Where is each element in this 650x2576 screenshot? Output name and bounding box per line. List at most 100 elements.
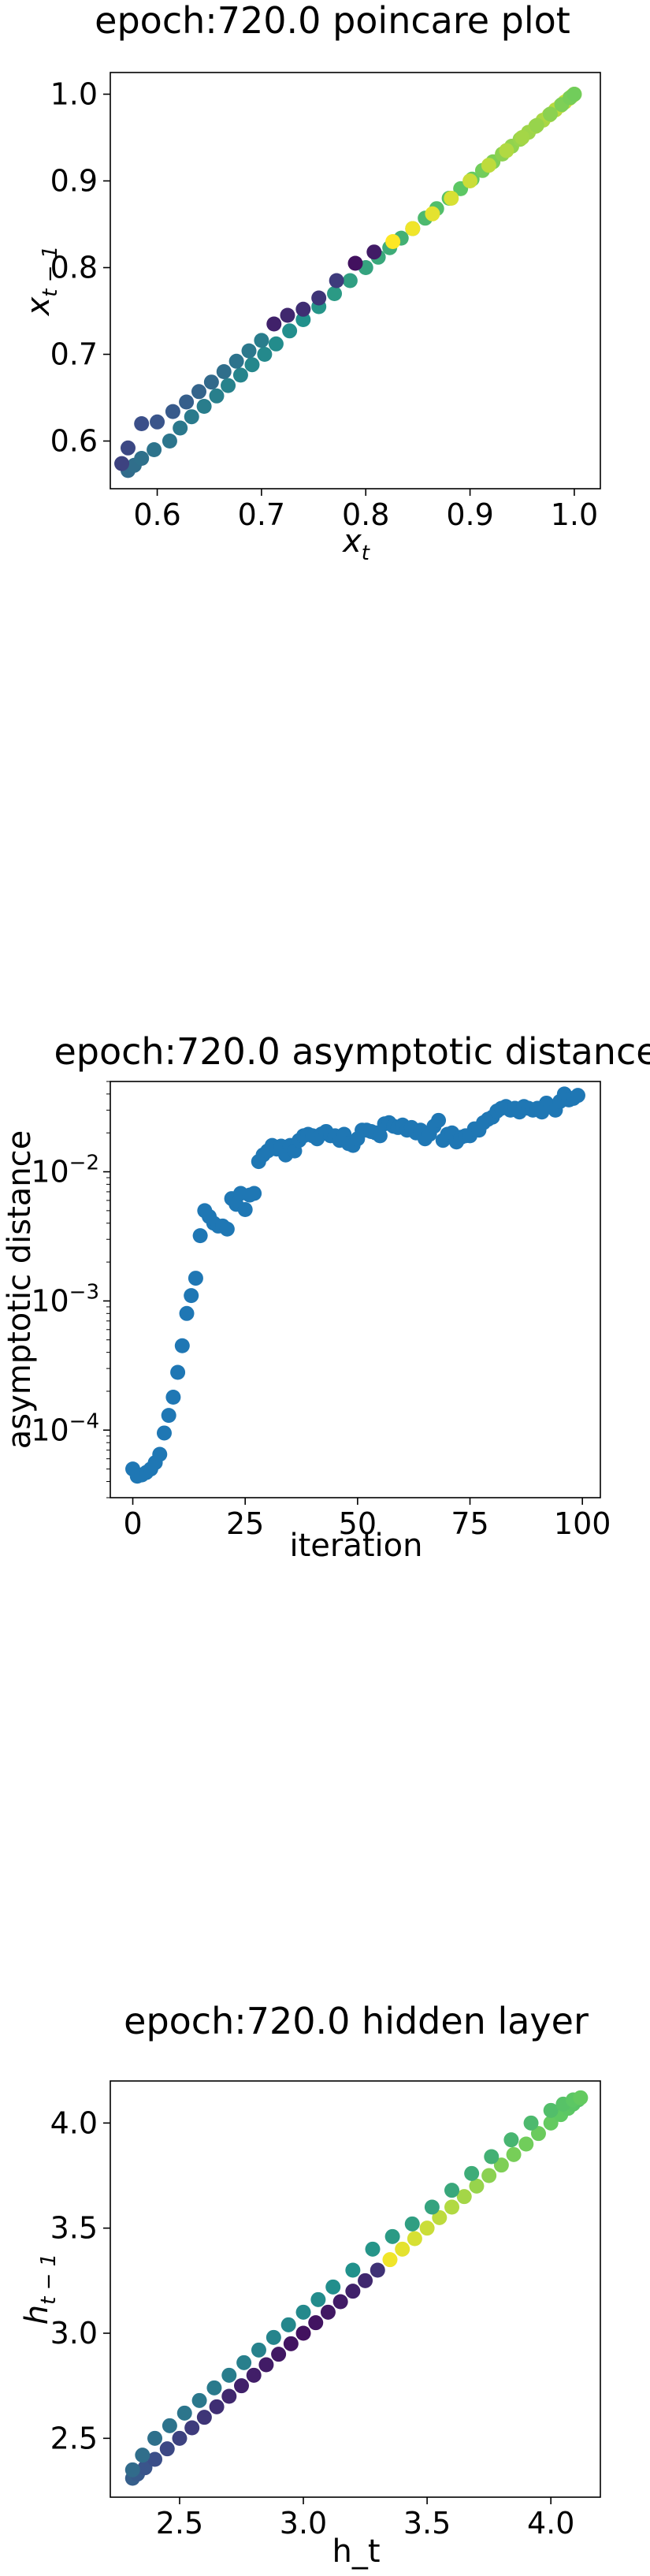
data-point bbox=[431, 1112, 447, 1128]
y-tick-label: 10−4 bbox=[31, 1409, 99, 1447]
data-point bbox=[196, 399, 212, 414]
data-point bbox=[280, 307, 295, 323]
data-point bbox=[266, 2329, 281, 2345]
data-point bbox=[191, 384, 206, 400]
data-point bbox=[518, 2136, 534, 2152]
data-point bbox=[444, 2183, 460, 2198]
data-point bbox=[179, 1305, 195, 1321]
data-point bbox=[320, 2304, 336, 2320]
data-point bbox=[221, 378, 236, 393]
data-point bbox=[165, 1389, 181, 1405]
data-point bbox=[257, 347, 273, 362]
data-point bbox=[283, 2336, 299, 2351]
data-point bbox=[529, 117, 544, 133]
data-point bbox=[566, 87, 582, 102]
data-point bbox=[244, 357, 260, 373]
x-tick-label: 0.6 bbox=[133, 497, 180, 532]
axes-frame bbox=[110, 2080, 601, 2498]
data-point bbox=[372, 1128, 388, 1144]
x-tick-label: 1.0 bbox=[551, 497, 598, 532]
x-tick-label: 75 bbox=[451, 1506, 488, 1541]
y-tick-label: 3.0 bbox=[50, 2316, 98, 2351]
hidden-layer-chart: epoch:720.0 hidden layer 2.5 3.0 3.5 4.0 2.… bbox=[19, 2000, 601, 2570]
data-point bbox=[162, 434, 177, 449]
data-point bbox=[308, 2315, 324, 2331]
data-point bbox=[266, 316, 282, 332]
data-point bbox=[173, 420, 188, 436]
x-axis-label: iteration bbox=[290, 1528, 423, 1564]
data-point bbox=[280, 2317, 296, 2332]
data-point bbox=[147, 442, 162, 457]
data-point bbox=[247, 1186, 262, 1201]
data-point bbox=[159, 2441, 175, 2457]
x-tick-label: 0 bbox=[123, 1506, 142, 1541]
data-point bbox=[570, 1088, 585, 1104]
x-tick-label: 4.0 bbox=[527, 2506, 574, 2541]
data-point bbox=[209, 2399, 225, 2414]
x-tick-label: 3.5 bbox=[403, 2506, 451, 2541]
data-point bbox=[191, 2392, 207, 2408]
data-point bbox=[246, 2367, 262, 2383]
data-point bbox=[216, 364, 232, 379]
y-axis-label: xt − 1 bbox=[20, 246, 62, 318]
data-point bbox=[481, 158, 496, 173]
data-point bbox=[295, 2325, 311, 2341]
x-tick-label: 0.8 bbox=[342, 497, 389, 532]
data-point bbox=[192, 1228, 208, 1244]
chart-title: epoch:720.0 hidden layer bbox=[124, 2000, 589, 2042]
data-point bbox=[432, 2209, 448, 2225]
data-point bbox=[206, 2380, 222, 2395]
y-tick-label: 0.9 bbox=[50, 164, 98, 199]
data-point bbox=[228, 353, 244, 369]
data-point bbox=[382, 2252, 398, 2268]
y-tick-label: 10−3 bbox=[31, 1280, 99, 1318]
x-tick-label: 25 bbox=[226, 1506, 264, 1541]
data-point bbox=[329, 273, 344, 288]
data-point bbox=[325, 2279, 341, 2295]
y-tick-label: 10−2 bbox=[31, 1152, 99, 1189]
data-point bbox=[327, 286, 343, 301]
data-point bbox=[135, 2448, 150, 2463]
x-tick-label: 50 bbox=[339, 1506, 377, 1541]
data-point bbox=[152, 1446, 168, 1462]
data-point bbox=[424, 2199, 440, 2215]
data-point bbox=[162, 2418, 177, 2433]
data-point bbox=[462, 173, 478, 188]
data-point bbox=[345, 2284, 361, 2299]
x-tick-label: 0.7 bbox=[238, 497, 285, 532]
axes-frame bbox=[110, 72, 601, 490]
axes-frame bbox=[110, 1081, 601, 1498]
data-point bbox=[370, 2262, 385, 2278]
data-point bbox=[332, 2294, 348, 2310]
data-point bbox=[503, 2132, 519, 2148]
x-tick-label: 2.5 bbox=[156, 2506, 203, 2541]
data-point bbox=[395, 2241, 410, 2257]
data-point bbox=[232, 367, 248, 383]
data-point bbox=[241, 343, 257, 359]
data-point bbox=[514, 130, 530, 145]
data-point bbox=[481, 2168, 497, 2183]
y-tick-label: 2.5 bbox=[50, 2421, 98, 2455]
data-point bbox=[295, 301, 311, 317]
data-point bbox=[114, 456, 130, 471]
poincare-plot-chart: epoch:720.0 poincare plot 0.6 0.7 0.8 0.9 1.… bbox=[20, 0, 601, 565]
data-point bbox=[176, 2405, 192, 2421]
data-point bbox=[365, 2241, 381, 2257]
data-point bbox=[147, 2451, 163, 2467]
x-axis-label: h_t bbox=[332, 2533, 380, 2570]
data-point bbox=[295, 2304, 311, 2320]
plot-area bbox=[114, 87, 582, 478]
data-point bbox=[221, 2367, 237, 2383]
data-point bbox=[444, 191, 459, 206]
chart-title: epoch:720.0 asymptotic distance bbox=[54, 1030, 650, 1073]
data-point bbox=[342, 273, 358, 288]
data-point bbox=[542, 106, 558, 122]
data-point bbox=[425, 206, 440, 221]
data-point bbox=[120, 440, 136, 456]
chart-title: epoch:720.0 poincare plot bbox=[95, 0, 570, 42]
data-point bbox=[444, 2199, 460, 2215]
y-tick-label: 0.8 bbox=[50, 251, 98, 285]
data-point bbox=[404, 2216, 420, 2232]
data-point bbox=[137, 2460, 153, 2476]
data-point bbox=[543, 2115, 559, 2131]
